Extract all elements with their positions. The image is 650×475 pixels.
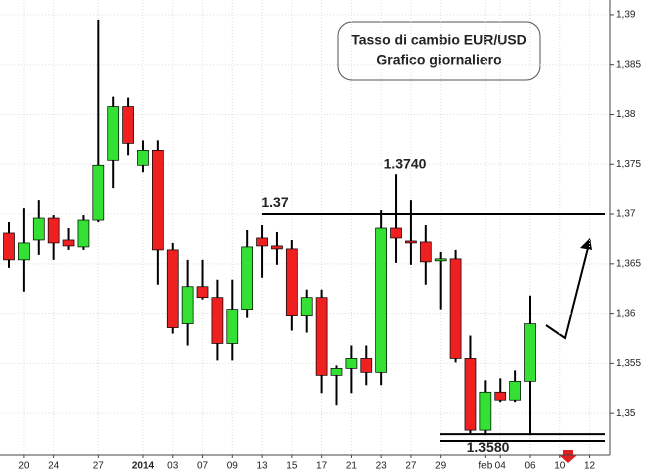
x-tick-label: 21 [346,461,358,472]
candle-body [32,217,45,241]
candle-body [241,246,254,310]
x-tick-label: 17 [316,461,328,472]
y-tick-label: 1,36 [616,308,636,319]
candle-body [166,249,179,328]
candle-body [494,391,507,401]
title-box [337,21,541,81]
candle-body [360,358,373,373]
x-tick-label: 07 [197,461,209,472]
candle-body [345,358,358,369]
x-tick-label: 27 [93,461,105,472]
candle-body [285,248,298,316]
y-tick-label: 1,37 [616,209,636,220]
x-tick-label: 09 [227,461,239,472]
x-tick-label: 10 [554,461,566,472]
candle-body [92,164,105,221]
y-tick-label: 1,38 [616,109,636,120]
chart-title: Tasso di cambio EUR/USD [351,32,527,48]
candle-body [77,219,90,248]
x-tick-label: feb [478,461,492,472]
candle-body [137,149,149,166]
y-tick-label: 1,35 [616,408,636,419]
candle-body [300,297,313,316]
x-tick-label: 15 [286,461,298,472]
level-label: 1.3580 [467,439,510,455]
x-tick-label: 12 [584,461,596,472]
x-tick-label: 03 [167,461,179,472]
candle-body [47,217,60,244]
candle-body [419,241,432,263]
candle-body [152,149,164,251]
forecast-arrow [545,239,591,340]
y-tick-label: 1,355 [616,358,641,369]
candle-body [62,239,75,247]
candle-body [390,227,402,239]
x-tick-label: 23 [376,461,388,472]
x-tick-label: 20 [18,461,30,472]
candle-body [196,286,209,299]
candle-body [315,297,328,376]
candle-body [122,106,134,144]
y-tick-label: 1,385 [616,59,641,70]
chart-subtitle: Grafico giornaliero [376,52,501,68]
candle-body [524,323,536,382]
candle-body [464,358,477,431]
y-tick-label: 1,365 [616,258,641,269]
candle-body [330,368,343,376]
candle-body [509,380,521,401]
candle-body [479,391,492,431]
arrow-head [580,238,592,250]
annotation: 1.3740 [384,156,427,172]
x-tick-label: 29 [435,461,447,472]
candle-body [107,106,120,161]
candle-body [211,297,224,344]
x-tick-label: 13 [256,461,268,472]
candle-body [449,258,462,359]
candle-body [375,227,387,373]
candle-body [3,232,15,261]
candle-body [226,309,239,344]
candle-body [256,237,268,247]
y-tick-label: 1,375 [616,159,641,170]
candle-body [434,258,447,262]
candle-body [18,242,30,261]
candle-body [181,286,194,324]
candle-body [405,240,417,244]
y-tick-label: 1,39 [616,10,636,21]
x-tick-label: 06 [524,461,536,472]
level-label: 1.37 [261,194,288,210]
x-tick-label: 24 [48,461,60,472]
x-tick-label: 04 [495,461,507,472]
x-tick-label: 27 [405,461,417,472]
down-icon [559,450,577,463]
x-tick-label: 2014 [132,461,155,472]
candle-body [271,245,283,250]
